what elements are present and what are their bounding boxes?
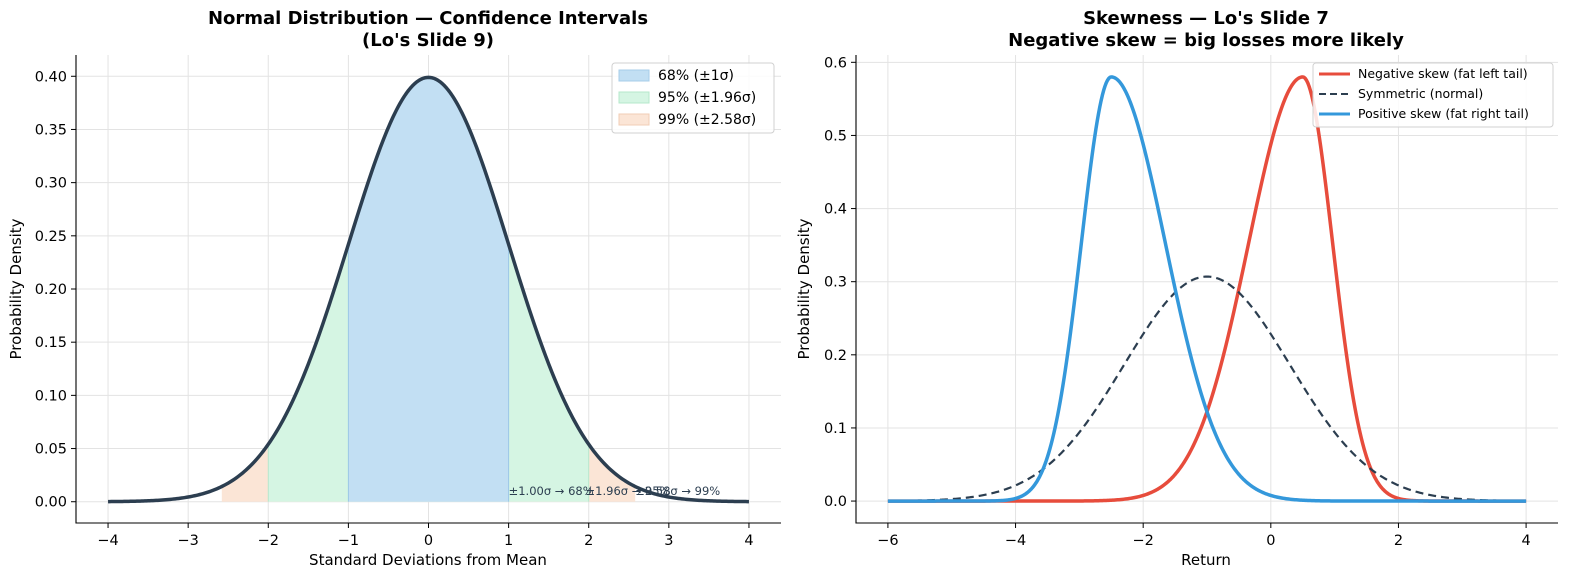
negative-skew-curve xyxy=(887,75,1527,503)
chart1-title: Normal Distribution — Confidence Interva… xyxy=(208,8,648,29)
chart1-xtick-label: 3 xyxy=(664,533,673,549)
chart2-series-layer xyxy=(887,75,1527,503)
chart1-subtitle: (Lo's Slide 9) xyxy=(362,30,494,51)
chart1-ytick-label: 0.05 xyxy=(35,442,67,458)
chart2-ytick-label: 0.3 xyxy=(824,275,847,291)
chart2-xtick-label: 4 xyxy=(1521,533,1530,549)
chart2-grid xyxy=(856,55,1558,523)
chart1-annotations: ±1.00σ → 68%±1.96σ → 95%±2.58σ → 99% xyxy=(509,484,721,498)
normal-distribution-chart: Normal Distribution — Confidence Interva… xyxy=(7,8,781,569)
chart1-ytick-label: 0.35 xyxy=(35,122,67,138)
chart1-ytick-label: 0.20 xyxy=(35,282,67,298)
chart2-legend: Negative skew (fat left tail) Symmetric … xyxy=(1312,62,1554,128)
chart2-xtick-label: −2 xyxy=(1132,533,1153,549)
chart2-ytick-label: 0.0 xyxy=(824,494,847,510)
chart2-title: Skewness — Lo's Slide 7 xyxy=(1083,8,1329,29)
chart2-ytick-label: 0.1 xyxy=(824,421,847,437)
chart2-legend-box xyxy=(1312,62,1554,128)
chart1-xtick-label: 2 xyxy=(584,533,593,549)
legend-label-68: 68% (±1σ) xyxy=(658,68,734,84)
chart2-ytick-label: 0.4 xyxy=(824,202,847,218)
chart1-ytick-label: 0.00 xyxy=(35,495,67,511)
annotation-2: ±2.58σ → 99% xyxy=(635,484,720,498)
chart1-xtick-label: −2 xyxy=(258,533,279,549)
chart1-xtick-label: −1 xyxy=(338,533,359,549)
chart1-ytick-label: 0.25 xyxy=(35,229,67,245)
chart1-legend: 68% (±1σ) 95% (±1.96σ) 99% (±2.58σ) xyxy=(611,62,775,134)
chart1-axes: −4 −3 −2 −1 0 1 2 3 4 0.00 0.05 0.10 0.15 0.20 0.25 0.3… xyxy=(35,55,781,549)
chart2-xtick-label: 2 xyxy=(1394,533,1403,549)
chart2-axes: −6 −4 −2 0 2 4 0.0 0.1 0.2 0.3 0.4 0.5 0.6 xyxy=(824,55,1558,549)
chart2-xtick-label: 0 xyxy=(1266,533,1275,549)
chart2-spines xyxy=(855,55,1558,524)
legend-label-99: 99% (±2.58σ) xyxy=(658,112,756,128)
legend-swatch-99 xyxy=(618,113,650,126)
chart1-ytick-label: 0.10 xyxy=(35,388,67,404)
chart1-spines xyxy=(75,55,781,524)
legend-label-negative-skew: Negative skew (fat left tail) xyxy=(1358,66,1528,81)
legend-label-95: 95% (±1.96σ) xyxy=(658,90,756,106)
positive-skew-curve xyxy=(887,75,1527,503)
chart1-xtick-label: −3 xyxy=(177,533,198,549)
legend-swatch-68 xyxy=(618,69,650,82)
chart1-ytick-label: 0.15 xyxy=(35,335,67,351)
legend-label-symmetric: Symmetric (normal) xyxy=(1358,86,1483,101)
chart1-xtick-label: 0 xyxy=(424,533,433,549)
chart2-ytick-label: 0.2 xyxy=(824,348,847,364)
legend-label-positive-skew: Positive skew (fat right tail) xyxy=(1358,106,1529,121)
normal-pdf-curve xyxy=(107,75,750,504)
chart1-xtick-label: 4 xyxy=(744,533,753,549)
annotation-0: ±1.00σ → 68% xyxy=(509,484,594,498)
chart2-xtick-label: −6 xyxy=(877,533,898,549)
chart2-subtitle: Negative skew = big losses more likely xyxy=(1008,30,1404,51)
chart2-ytick-label: 0.6 xyxy=(824,55,847,71)
chart1-confidence-bands xyxy=(221,77,636,502)
chart1-ytick-label: 0.30 xyxy=(35,176,67,192)
chart2-xlabel: Return xyxy=(1181,551,1231,569)
chart1-ylabel: Probability Density xyxy=(7,218,25,359)
chart1-ytick-label: 0.40 xyxy=(35,69,67,85)
skewness-chart: Skewness — Lo's Slide 7 Negative skew = … xyxy=(795,8,1558,569)
annotation-1: ±1.96σ → 95% xyxy=(586,484,671,498)
chart2-xtick-label: −4 xyxy=(1005,533,1026,549)
chart1-curve-layer xyxy=(107,75,750,504)
chart1-xlabel: Standard Deviations from Mean xyxy=(309,551,547,569)
chart2-ylabel: Probability Density xyxy=(795,218,813,359)
legend-swatch-95 xyxy=(618,91,650,104)
symmetric-curve xyxy=(887,275,1527,503)
chart1-xtick-label: −4 xyxy=(97,533,118,549)
chart1-legend-box xyxy=(611,62,775,134)
chart1-xtick-label: 1 xyxy=(504,533,513,549)
chart2-ytick-label: 0.5 xyxy=(824,128,847,144)
band-68 xyxy=(348,77,509,502)
